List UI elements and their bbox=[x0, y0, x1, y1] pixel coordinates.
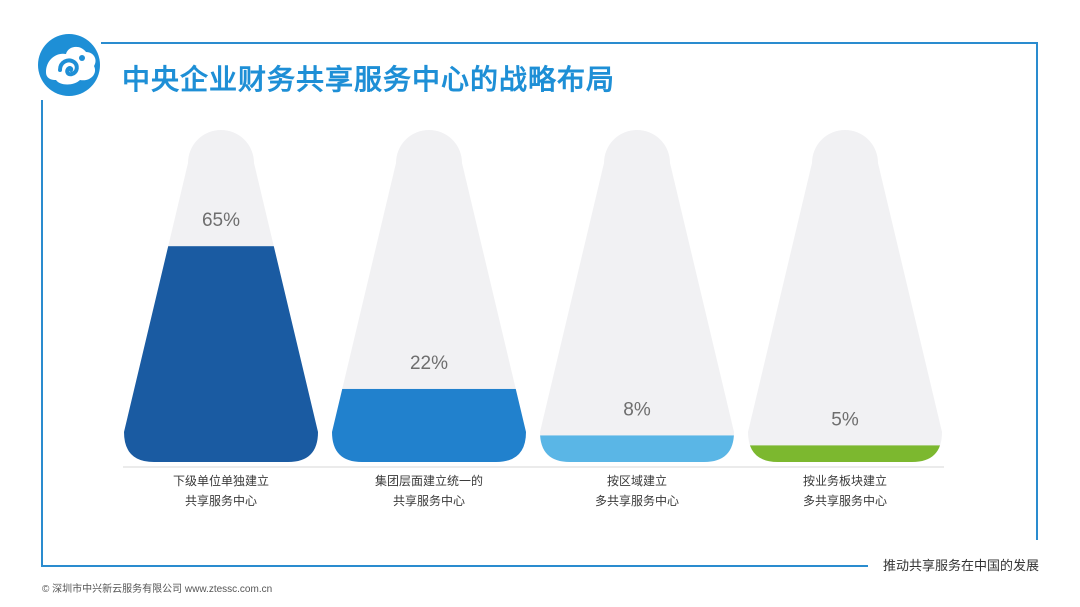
category-label: 按业务板块建立 多共享服务中心 bbox=[755, 471, 935, 511]
category-label: 集团层面建立统一的 共享服务中心 bbox=[339, 471, 519, 511]
frame-top-line bbox=[101, 42, 1038, 44]
data-label: 8% bbox=[623, 399, 651, 420]
category-label: 按区域建立多共享服务中心 bbox=[547, 471, 727, 511]
page-title: 中央企业财务共享服务中心的战略布局 bbox=[122, 64, 616, 95]
frame-left-line bbox=[41, 100, 43, 566]
category-label-line: 按业务板块建立 bbox=[802, 474, 887, 488]
flask-background bbox=[540, 130, 734, 462]
category-label-line: 集团层面建立统一的 bbox=[374, 474, 483, 488]
category-label-line: 共享服务中心 bbox=[184, 494, 257, 508]
bar bbox=[124, 246, 318, 462]
category-label: 下级单位单独建立 共享服务中心 bbox=[131, 471, 311, 511]
footer-copyright: © 深圳市中兴新云服务有限公司 www.ztessc.com.cn bbox=[42, 584, 273, 595]
flask-background bbox=[748, 130, 942, 462]
bar bbox=[332, 388, 526, 462]
category-label-line: 共享服务中心 bbox=[392, 494, 465, 508]
footer-slogan: 推动共享服务在中国的发展 bbox=[883, 558, 1040, 573]
category-label-line: 多共享服务中心 bbox=[594, 494, 679, 508]
bar bbox=[540, 435, 734, 462]
frame-right-line bbox=[1036, 42, 1038, 540]
category-label-line: 下级单位单独建立 bbox=[172, 474, 269, 488]
frame-bottom-line bbox=[41, 565, 868, 567]
category-label-line: 按区域建立 bbox=[606, 474, 667, 488]
data-label: 5% bbox=[831, 409, 859, 430]
category-label-line: 多共享服务中心 bbox=[802, 494, 887, 508]
bar bbox=[748, 445, 942, 462]
flask-background bbox=[332, 130, 526, 462]
company-logo-icon bbox=[38, 34, 100, 96]
data-label: 22% bbox=[410, 353, 448, 374]
data-label: 65% bbox=[202, 210, 240, 231]
